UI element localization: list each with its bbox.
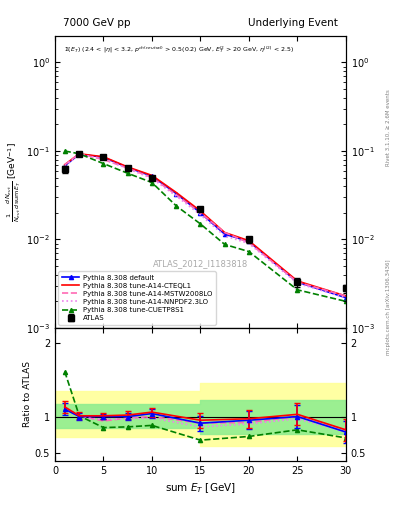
Text: mcplots.cern.ch [arXiv:1306.3436]: mcplots.cern.ch [arXiv:1306.3436] <box>386 260 391 355</box>
Pythia 8.308 tune-A14-MSTW2008LO <box>101 157 106 163</box>
Pythia 8.308 tune-A14-NNPDF2.3LO <box>174 193 178 199</box>
Pythia 8.308 tune-A14-CTEQL1 <box>150 173 154 179</box>
Y-axis label: $\frac{1}{N_{evt}}\frac{d\,N_{evt}}{d\,\mathrm{sum}\,E_T}$ [GeV$^{-1}$]: $\frac{1}{N_{evt}}\frac{d\,N_{evt}}{d\,\… <box>5 142 24 222</box>
Pythia 8.308 tune-CUETP8S1 <box>125 170 130 176</box>
Pythia 8.308 tune-A14-MSTW2008LO <box>125 165 130 171</box>
Pythia 8.308 tune-A14-MSTW2008LO <box>150 175 154 181</box>
Line: Pythia 8.308 default: Pythia 8.308 default <box>62 152 348 300</box>
Pythia 8.308 tune-A14-NNPDF2.3LO <box>246 241 251 247</box>
Pythia 8.308 tune-A14-NNPDF2.3LO <box>150 175 154 181</box>
Pythia 8.308 default <box>174 190 178 197</box>
Pythia 8.308 tune-A14-NNPDF2.3LO <box>222 233 227 239</box>
Pythia 8.308 default <box>150 173 154 179</box>
Pythia 8.308 tune-CUETP8S1 <box>77 151 82 157</box>
Pythia 8.308 tune-A14-CTEQL1 <box>77 151 82 157</box>
Pythia 8.308 tune-A14-CTEQL1 <box>246 238 251 244</box>
Pythia 8.308 tune-A14-MSTW2008LO <box>174 191 178 198</box>
Text: $\Sigma(E_T)$ (2.4 < |$\eta$| < 3.2, $p^{ch(neutral)}$ > 0.5(0.2) GeV, $E_T^{l2}: $\Sigma(E_T)$ (2.4 < |$\eta$| < 3.2, $p^… <box>64 45 294 55</box>
Pythia 8.308 default <box>343 294 348 301</box>
Text: Underlying Event: Underlying Event <box>248 18 338 28</box>
Line: Pythia 8.308 tune-A14-MSTW2008LO: Pythia 8.308 tune-A14-MSTW2008LO <box>65 154 346 296</box>
Pythia 8.308 tune-A14-MSTW2008LO <box>77 151 82 157</box>
Pythia 8.308 tune-A14-MSTW2008LO <box>222 229 227 236</box>
Pythia 8.308 tune-A14-NNPDF2.3LO <box>343 294 348 301</box>
Pythia 8.308 default <box>101 154 106 160</box>
Pythia 8.308 tune-A14-CTEQL1 <box>62 162 67 168</box>
Pythia 8.308 tune-A14-CTEQL1 <box>222 229 227 236</box>
Pythia 8.308 default <box>222 231 227 237</box>
Line: Pythia 8.308 tune-CUETP8S1: Pythia 8.308 tune-CUETP8S1 <box>62 149 348 304</box>
Pythia 8.308 tune-A14-CTEQL1 <box>295 278 300 284</box>
Pythia 8.308 tune-A14-CTEQL1 <box>101 154 106 160</box>
Pythia 8.308 tune-CUETP8S1 <box>101 161 106 167</box>
Pythia 8.308 tune-A14-MSTW2008LO <box>246 240 251 246</box>
Text: ATLAS_2012_I1183818: ATLAS_2012_I1183818 <box>153 259 248 268</box>
Pythia 8.308 tune-CUETP8S1 <box>198 221 203 227</box>
Pythia 8.308 default <box>62 163 67 169</box>
Pythia 8.308 tune-A14-NNPDF2.3LO <box>101 156 106 162</box>
Pythia 8.308 default <box>125 164 130 170</box>
Pythia 8.308 default <box>295 279 300 285</box>
Pythia 8.308 tune-A14-MSTW2008LO <box>295 279 300 285</box>
Pythia 8.308 tune-A14-CTEQL1 <box>198 208 203 214</box>
Pythia 8.308 tune-CUETP8S1 <box>222 241 227 247</box>
Pythia 8.308 tune-A14-NNPDF2.3LO <box>125 166 130 172</box>
Pythia 8.308 tune-A14-MSTW2008LO <box>62 162 67 168</box>
Pythia 8.308 default <box>77 151 82 157</box>
Legend: Pythia 8.308 default, Pythia 8.308 tune-A14-CTEQL1, Pythia 8.308 tune-A14-MSTW20: Pythia 8.308 default, Pythia 8.308 tune-… <box>59 271 216 325</box>
Y-axis label: Ratio to ATLAS: Ratio to ATLAS <box>23 361 32 428</box>
Pythia 8.308 tune-CUETP8S1 <box>174 203 178 209</box>
Text: 7000 GeV pp: 7000 GeV pp <box>63 18 130 28</box>
Pythia 8.308 tune-A14-NNPDF2.3LO <box>62 163 67 169</box>
X-axis label: sum $E_T$ [GeV]: sum $E_T$ [GeV] <box>165 481 236 495</box>
Pythia 8.308 default <box>198 210 203 216</box>
Line: Pythia 8.308 tune-A14-NNPDF2.3LO: Pythia 8.308 tune-A14-NNPDF2.3LO <box>65 155 346 297</box>
Pythia 8.308 tune-CUETP8S1 <box>246 248 251 254</box>
Pythia 8.308 tune-A14-MSTW2008LO <box>198 210 203 216</box>
Pythia 8.308 tune-CUETP8S1 <box>62 148 67 154</box>
Pythia 8.308 tune-CUETP8S1 <box>295 287 300 293</box>
Pythia 8.308 tune-A14-NNPDF2.3LO <box>198 212 203 218</box>
Pythia 8.308 tune-CUETP8S1 <box>343 298 348 305</box>
Text: Rivet 3.1.10, ≥ 2.6M events: Rivet 3.1.10, ≥ 2.6M events <box>386 90 391 166</box>
Pythia 8.308 tune-A14-CTEQL1 <box>174 189 178 196</box>
Line: Pythia 8.308 tune-A14-CTEQL1: Pythia 8.308 tune-A14-CTEQL1 <box>65 154 346 296</box>
Pythia 8.308 tune-A14-NNPDF2.3LO <box>77 152 82 158</box>
Pythia 8.308 tune-CUETP8S1 <box>150 180 154 186</box>
Pythia 8.308 tune-A14-MSTW2008LO <box>343 293 348 299</box>
Pythia 8.308 tune-A14-CTEQL1 <box>343 293 348 299</box>
Pythia 8.308 tune-A14-NNPDF2.3LO <box>295 280 300 286</box>
Pythia 8.308 tune-A14-CTEQL1 <box>125 164 130 170</box>
Pythia 8.308 default <box>246 239 251 245</box>
